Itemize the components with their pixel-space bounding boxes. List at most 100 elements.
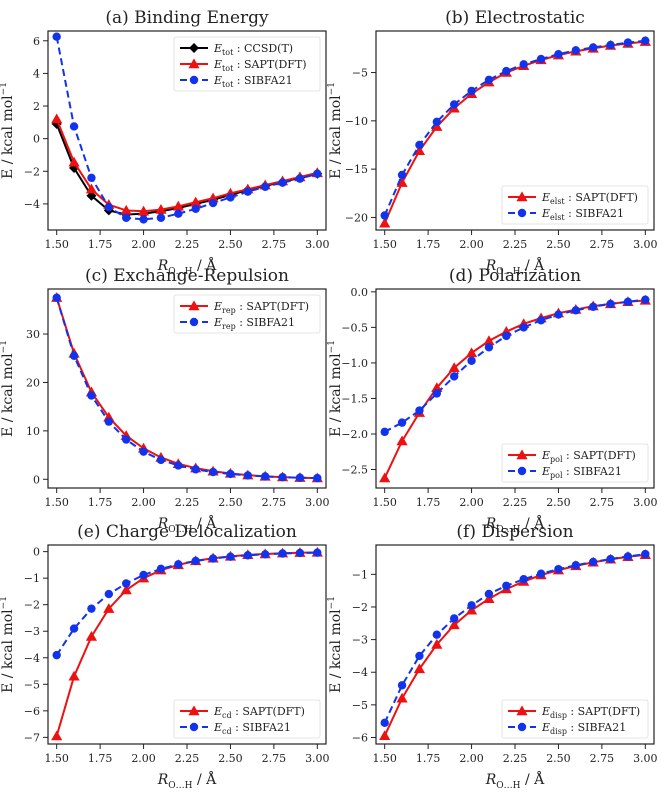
x-axis-label-symbol: R <box>157 258 169 274</box>
data-point-sapt <box>465 347 478 358</box>
data-point-sapt <box>396 177 408 187</box>
legend-marker-sapt <box>188 705 200 716</box>
data-point-sapt <box>207 192 219 203</box>
data-point-sibfa <box>278 473 287 482</box>
panel-title: (a) Binding Energy <box>105 8 269 28</box>
data-point-sibfa <box>295 548 305 558</box>
x-axis-label-symbol: R <box>157 516 169 532</box>
data-point-sibfa <box>554 310 563 319</box>
legend-label-sapt: Eelst : SAPT(DFT) <box>541 191 638 206</box>
data-point-sibfa <box>260 472 270 481</box>
y-tick-label: −6 <box>352 731 368 744</box>
series-line-ccsd <box>55 123 318 216</box>
x-axis-label: RO…H / Å <box>485 256 545 277</box>
data-point-sibfa <box>260 182 270 191</box>
x-tick-label: 1.75 <box>416 752 441 765</box>
legend-marker-sapt <box>188 58 200 69</box>
data-point-sibfa <box>449 614 459 623</box>
data-point-sibfa <box>415 406 424 415</box>
x-tick-label: 2.25 <box>175 496 200 509</box>
y-tick-label: 4 <box>33 67 40 80</box>
x-axis-label-symbol: R <box>485 516 497 532</box>
legend: Etot : CCSD(T)Etot : SAPT(DFT)Etot : SIB… <box>173 36 321 92</box>
legend-box <box>501 185 649 225</box>
data-point-sibfa <box>380 718 389 727</box>
data-point-sibfa <box>554 564 563 574</box>
data-point-sibfa <box>208 554 218 563</box>
data-point-sibfa <box>174 209 183 218</box>
panel-title: (e) Charge Delocalization <box>77 522 297 542</box>
data-point-sapt <box>413 145 426 155</box>
x-tick-label: 2.25 <box>503 496 528 509</box>
x-tick-label: 2.75 <box>262 752 287 765</box>
data-point-sibfa <box>588 302 598 311</box>
data-point-sibfa <box>467 601 476 610</box>
legend-label-sapt: Erep : SAPT(DFT) <box>213 300 309 315</box>
legend-label-symbol: E <box>213 721 222 734</box>
data-point-sibfa <box>588 43 598 52</box>
x-axis-label-subscript: O…H <box>496 525 520 535</box>
y-tick-label: 0 <box>33 133 40 146</box>
data-point-sibfa <box>174 461 183 470</box>
legend-label-symbol: E <box>213 42 222 55</box>
x-axis-label-unit: / Å <box>521 770 546 788</box>
data-point-sibfa <box>415 140 424 150</box>
x-axis-label-subscript: O…H <box>168 267 192 277</box>
data-point-sibfa <box>397 170 407 180</box>
series-sibfa <box>52 32 322 224</box>
y-axis-label-text: E / kcal mol <box>328 95 344 179</box>
legend-marker-sibfa <box>517 722 527 732</box>
legend: Edisp : SAPT(DFT)Edisp : SIBFA21 <box>501 699 649 739</box>
y-tick-label: −10 <box>345 115 368 128</box>
legend-label-sapt: Epol : SAPT(DFT) <box>541 449 636 464</box>
y-tick-label: 0 <box>33 546 40 559</box>
panel-title: (b) Electrostatic <box>445 8 585 28</box>
data-point-sibfa <box>121 435 131 444</box>
data-point-sibfa <box>104 202 114 212</box>
y-axis-label-superscript: −1 <box>0 596 9 609</box>
x-tick-label: 2.75 <box>590 238 615 251</box>
x-tick-label: 2.00 <box>459 238 484 251</box>
data-point-sibfa <box>502 581 511 590</box>
x-axis-label: RO…H / Å <box>485 770 545 791</box>
data-point-sapt <box>190 196 202 207</box>
data-point-sibfa <box>87 604 96 613</box>
legend-label-method: : SIBFA21 <box>236 316 295 329</box>
panel-title: (f) Dispersion <box>456 522 573 542</box>
data-point-sibfa <box>397 681 407 690</box>
data-point-sibfa <box>380 211 389 220</box>
y-tick-label: −15 <box>345 163 368 176</box>
legend-label-subscript: elst <box>550 213 565 222</box>
x-tick-label: 1.75 <box>88 752 113 765</box>
y-tick-label: −2 <box>352 601 368 614</box>
x-tick-label: 3.00 <box>305 238 330 251</box>
y-tick-label: −1 <box>24 572 40 585</box>
y-axis-label-text: E / kcal mol <box>328 353 344 437</box>
data-point-sibfa <box>243 551 253 560</box>
data-point-sibfa <box>554 49 563 59</box>
data-point-sibfa <box>588 557 598 567</box>
x-tick-label: 2.75 <box>590 752 615 765</box>
data-point-sibfa <box>69 624 79 633</box>
data-point-sibfa <box>260 550 270 559</box>
y-tick-label: −7 <box>24 731 40 744</box>
legend-label-subscript: rep <box>222 322 236 331</box>
x-tick-label: 3.00 <box>633 496 658 509</box>
y-axis-label: E / kcal mol−1 <box>0 596 16 693</box>
series-line-sibfa <box>55 551 318 656</box>
legend-label-sibfa: Eelst : SIBFA21 <box>541 207 624 222</box>
y-tick-label: −1 <box>352 568 368 581</box>
legend-label-subscript: pol <box>550 471 563 480</box>
data-point-sibfa <box>139 570 148 580</box>
y-tick-label: −4 <box>24 652 40 665</box>
legend-label-ccsd: Etot : CCSD(T) <box>213 42 293 57</box>
series-sibfa <box>52 293 322 483</box>
data-point-sibfa <box>536 316 546 325</box>
data-point-sibfa <box>623 38 633 47</box>
data-point-sibfa <box>449 372 459 381</box>
x-tick-label: 1.50 <box>372 496 397 509</box>
x-tick-label: 1.50 <box>44 496 69 509</box>
panel-d: (d) Polarization 1.50 1.75 2.00 2.25 2.50 2.75… <box>327 266 658 535</box>
y-tick-label: −5 <box>352 67 368 80</box>
data-point-sibfa <box>278 549 287 558</box>
